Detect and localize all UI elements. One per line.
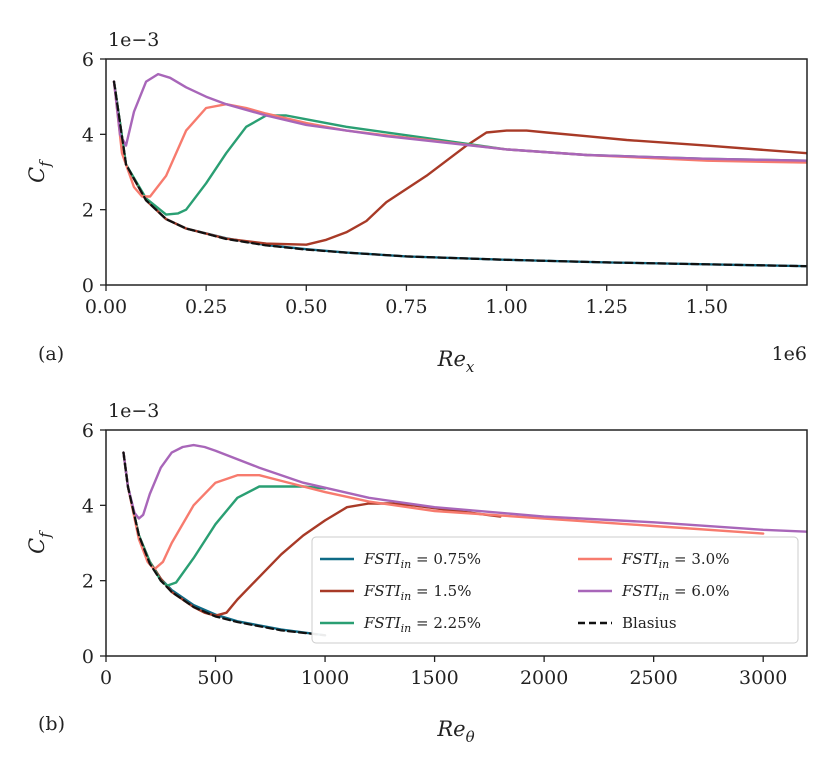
series-line-a-0 xyxy=(112,80,807,268)
x-tick-label-b-4: 2000 xyxy=(520,667,568,689)
panel-label-b: (b) xyxy=(38,713,65,735)
panel-a: 0.00 0.25 0.50 0.75 1.00 1.25 1.50 0 2 4 6 1e−3 1e… xyxy=(25,29,808,376)
y-tick-label-a-0: 0 xyxy=(82,275,94,297)
y-tick-label-a-1: 2 xyxy=(82,200,94,222)
legend-label-3: FSTIin = 6.0% xyxy=(621,582,729,603)
y-tick-label-b-1: 2 xyxy=(82,571,94,593)
plot-frame-b xyxy=(105,429,808,657)
y-tick-label-b-3: 6 xyxy=(82,420,94,442)
series-line-a-3 xyxy=(112,80,807,198)
x-tick-label-b-1: 500 xyxy=(197,667,233,689)
series-line-b-4 xyxy=(122,443,807,533)
series-line-a-5 xyxy=(112,80,807,268)
y-scale-label-b: 1e−3 xyxy=(108,400,159,422)
x-tick-label-a-4: 1.00 xyxy=(485,296,527,318)
panel-label-a: (a) xyxy=(38,343,64,365)
x-tick-label-a-1: 0.25 xyxy=(185,296,227,318)
legend-label-0: FSTIin = 0.75% xyxy=(363,550,481,571)
plot-frame-a xyxy=(105,58,808,286)
x-tick-label-b-2: 1000 xyxy=(301,667,349,689)
y-tick-label-b-0: 0 xyxy=(82,646,94,668)
panel-b: 0 500 1000 1500 2000 2500 3000 0 2 4 6 1e−3 (b) Re… xyxy=(25,400,808,746)
x-axis-title-b: Reθ xyxy=(436,717,474,746)
series-line-b-2 xyxy=(122,451,327,587)
legend-label-1: FSTIin = 3.0% xyxy=(621,550,729,571)
x-tick-label-b-0: 0 xyxy=(100,667,112,689)
y-tick-label-a-2: 4 xyxy=(82,124,94,146)
legend-label-2: FSTIin = 1.5% xyxy=(363,582,471,603)
x-tick-label-a-5: 1.25 xyxy=(586,296,628,318)
legend-box xyxy=(311,536,799,644)
x-tick-label-b-5: 2500 xyxy=(629,667,677,689)
series-line-a-4 xyxy=(112,72,807,162)
x-tick-label-b-3: 1500 xyxy=(410,667,458,689)
y-axis-title-a: Cf xyxy=(25,159,54,183)
y-tick-label-b-2: 4 xyxy=(82,495,94,517)
x-tick-label-a-3: 0.75 xyxy=(385,296,427,318)
series-line-a-1 xyxy=(112,80,807,246)
x-tick-label-b-6: 3000 xyxy=(739,667,787,689)
series-line-b-3 xyxy=(122,451,765,571)
x-scale-label-a: 1e6 xyxy=(772,343,807,365)
x-axis-title-a: Rex xyxy=(437,347,475,376)
y-tick-label-a-3: 6 xyxy=(82,49,94,71)
legend-label-4: FSTIin = 2.25% xyxy=(363,614,481,635)
legend: FSTIin = 0.75% FSTIin = 3.0% FSTIin = 1.5%… xyxy=(311,536,799,644)
x-tick-label-a-6: 1.50 xyxy=(686,296,728,318)
y-axis-title-b: Cf xyxy=(25,530,54,554)
legend-label-5: Blasius xyxy=(622,614,677,632)
x-tick-label-a-0: 0.00 xyxy=(85,296,127,318)
series-line-b-5 xyxy=(122,451,327,637)
y-scale-label-a: 1e−3 xyxy=(108,29,159,51)
x-tick-label-a-2: 0.50 xyxy=(285,296,327,318)
